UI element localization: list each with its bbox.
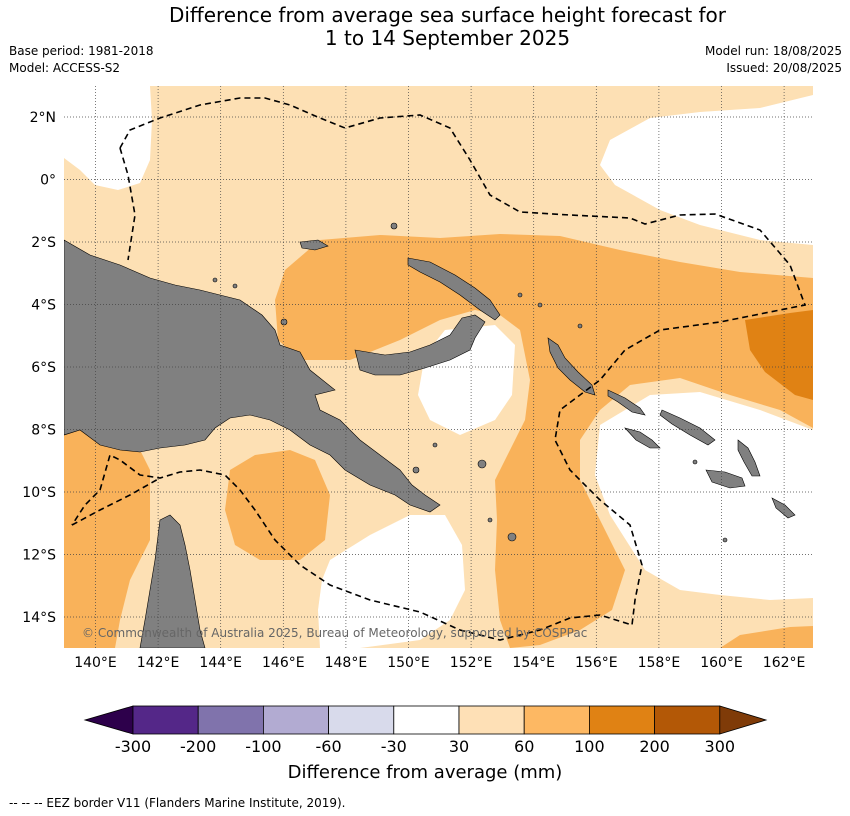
band-60-100-south-east: [720, 626, 813, 648]
land-makira: [771, 497, 796, 519]
eez-border-png: [71, 97, 807, 641]
colorbar-tick-label: 30: [449, 737, 469, 756]
neutral-region-south: [318, 515, 465, 648]
lon-label: 142°E: [137, 655, 180, 671]
lat-label: 0°: [40, 173, 56, 189]
lon-label: 150°E: [387, 655, 430, 671]
colorbar-swatch: [393, 705, 460, 735]
lat-label: 4°S: [31, 298, 56, 314]
latitude-labels: 2°N 0° 2°S 4°S 6°S 8°S 10°S 12°S 14°S: [22, 110, 56, 626]
eez-borders: [71, 97, 807, 641]
neutral-region-northwest: [64, 86, 152, 190]
land-new-hanover: [299, 239, 329, 251]
colorbar-tick-label: -300: [115, 737, 151, 756]
colorbar-extend-high: [719, 705, 768, 735]
eez-legend: -- -- -- EEZ border V11 (Flanders Marine…: [9, 796, 346, 810]
colorbar-tick-label: -30: [381, 737, 407, 756]
colorbar-swatch: [197, 705, 264, 735]
lat-label: 6°S: [31, 360, 56, 376]
neutral-region-northeast: [600, 95, 813, 245]
lon-label: 154°E: [512, 655, 555, 671]
lon-label: 140°E: [74, 655, 117, 671]
land-new-britain: [354, 314, 486, 376]
model-name: Model: ACCESS-S2: [9, 61, 121, 75]
colorbar-swatch: [328, 705, 395, 735]
lat-label: 12°S: [22, 548, 56, 564]
colorbar-swatch: [262, 705, 329, 735]
lat-label: 2°N: [30, 110, 56, 126]
lon-label: 146°E: [262, 655, 305, 671]
issued-date: Issued: 20/08/2025: [726, 61, 842, 75]
colorbar-tick-label: 60: [514, 737, 534, 756]
colorbar-swatch: [589, 705, 656, 735]
title-line-1: Difference from average sea surface heig…: [168, 3, 727, 27]
lat-label: 10°S: [22, 485, 56, 501]
lon-label: 160°E: [700, 655, 743, 671]
colorbar-tick-label: -60: [316, 737, 342, 756]
land-choiseul: [607, 389, 646, 416]
land-cape-york: [139, 514, 206, 648]
land-new-ireland: [407, 257, 501, 321]
colorbar-tick-label: 100: [574, 737, 605, 756]
model-run: Model run: 18/08/2025: [704, 44, 842, 58]
colorbar-tick-label: -200: [180, 737, 216, 756]
colorbar-swatch: [458, 705, 525, 735]
band-60-100-southwest: [225, 450, 330, 560]
land-new-georgia: [624, 427, 661, 449]
lon-label: 156°E: [575, 655, 618, 671]
lon-label: 162°E: [763, 655, 806, 671]
colorbar: -300 -200 -100 -60 -30 30 60 100 200 300: [83, 705, 768, 756]
lon-label: 158°E: [638, 655, 681, 671]
longitude-labels: 140°E 142°E 144°E 146°E 148°E 150°E 152°E 154°E…: [74, 655, 805, 671]
colorbar-tick-label: 200: [639, 737, 670, 756]
lon-label: 148°E: [325, 655, 368, 671]
title-line-2: 1 to 14 September 2025: [324, 26, 571, 50]
land-guadalcanal: [705, 469, 746, 489]
lon-label: 144°E: [199, 655, 242, 671]
copyright-notice: © Commonwealth of Australia 2025, Bureau…: [82, 626, 587, 640]
base-period: Base period: 1981-2018: [9, 44, 154, 58]
colorbar-swatch: [523, 705, 590, 735]
map-gridlines: [64, 86, 813, 648]
band-60-100-west: [64, 395, 150, 648]
eez-border-australia: [71, 477, 161, 526]
colorbar-tick-label: -100: [245, 737, 281, 756]
lon-label: 152°E: [450, 655, 493, 671]
colorbar-swatch: [654, 705, 721, 735]
meta-left: Base period: 1981-2018 Model: ACCESS-S2: [9, 43, 154, 77]
colorbar-extend-low: [83, 705, 134, 735]
band-100-200-east: [745, 310, 813, 400]
meta-right: Model run: 18/08/2025 Issued: 20/08/2025: [705, 43, 842, 77]
colorbar-title: Difference from average (mm): [288, 762, 563, 783]
land-bougainville: [547, 337, 596, 396]
land-santa-isabel: [659, 409, 716, 446]
small-islands: [212, 222, 728, 543]
chart-title: Difference from average sea surface heig…: [0, 4, 850, 50]
band-60-100-main: [275, 234, 813, 648]
colorbar-tick-label: 300: [705, 737, 736, 756]
lat-label: 8°S: [31, 423, 56, 439]
lat-label: 2°S: [31, 235, 56, 251]
colorbar-swatch: [132, 705, 199, 735]
lat-label: 14°S: [22, 610, 56, 626]
land-malaita: [737, 439, 761, 477]
